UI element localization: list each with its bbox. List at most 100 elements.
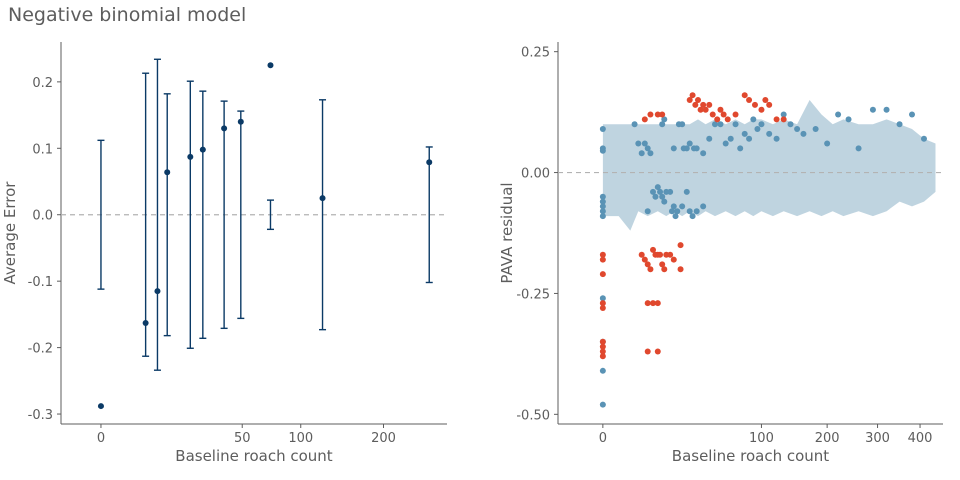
- residual-point-red-43: [717, 106, 724, 113]
- residual-point-teal-46: [727, 135, 734, 142]
- residual-point-teal-67: [896, 121, 903, 128]
- residual-point-teal-22: [657, 188, 664, 195]
- residual-point-teal-37: [683, 145, 690, 152]
- residual-point-red-17: [659, 261, 666, 268]
- residual-point-red-40: [706, 101, 713, 108]
- residual-point-teal-26: [667, 188, 674, 195]
- residual-point-red-9: [638, 251, 645, 258]
- residual-point-red-51: [762, 97, 769, 104]
- left-y-tick-label: 0.1: [32, 142, 53, 157]
- residual-point-teal-17: [647, 150, 654, 157]
- figure-title: Negative binomial model: [8, 4, 247, 26]
- left-error-bars: [97, 58, 433, 410]
- residual-point-red-5: [599, 338, 606, 345]
- residual-point-red-37: [697, 106, 704, 113]
- residual-point-teal-31: [659, 121, 666, 128]
- residual-point-teal-21: [654, 184, 661, 191]
- residual-point-teal-32: [661, 116, 668, 123]
- residual-point-red-42: [714, 116, 721, 123]
- residual-point-teal-19: [650, 188, 657, 195]
- left-y-tick-label: 0.0: [32, 209, 53, 224]
- residual-point-teal-49: [741, 130, 748, 137]
- residual-point-red-32: [659, 111, 666, 118]
- residual-point-teal-16: [644, 145, 651, 152]
- residual-point-teal-27: [668, 208, 675, 215]
- residual-point-red-47: [741, 92, 748, 99]
- residual-point-teal-33: [670, 145, 677, 152]
- average-error-point-3: [164, 169, 171, 176]
- residual-point-red-1: [599, 256, 606, 263]
- residual-point-red-24: [644, 300, 651, 307]
- residual-point-red-48: [746, 97, 753, 104]
- residual-point-teal-42: [706, 135, 713, 142]
- residual-point-teal-11: [599, 401, 606, 408]
- residual-point-teal-40: [693, 145, 700, 152]
- average-error-point-9: [319, 195, 326, 202]
- residual-point-teal-50: [746, 135, 753, 142]
- residual-point-red-12: [647, 266, 654, 273]
- left-x-axis-label: Baseline roach count: [175, 447, 333, 465]
- right-x-tick-label: 400: [908, 431, 933, 446]
- residual-point-red-34: [689, 92, 696, 99]
- residual-point-teal-52: [754, 126, 761, 133]
- residual-point-teal-45: [722, 140, 729, 147]
- residual-point-red-50: [758, 106, 765, 113]
- residual-point-red-13: [650, 246, 657, 253]
- residual-point-teal-58: [794, 126, 801, 133]
- residual-point-teal-10: [599, 367, 606, 374]
- residual-point-red-36: [695, 97, 702, 104]
- residual-point-teal-8: [599, 295, 606, 302]
- residual-point-red-53: [773, 116, 780, 123]
- left-y-tick-label: 0.2: [32, 76, 53, 91]
- left-axes: -0.3 -0.2 -0.1 0.0 0.1 0.2 0 50 100 200 Baseline r…: [1, 42, 447, 465]
- residual-point-teal-63: [845, 116, 852, 123]
- residual-point-red-18: [661, 266, 668, 273]
- average-error-point-4: [187, 153, 194, 160]
- residual-point-teal-28: [670, 203, 677, 210]
- residual-point-teal-44: [717, 121, 724, 128]
- residual-point-red-4: [599, 304, 606, 311]
- residual-point-teal-70: [679, 203, 686, 210]
- residual-point-red-41: [709, 111, 716, 118]
- residual-point-teal-13: [635, 140, 642, 147]
- residual-point-red-35: [692, 101, 699, 108]
- left-y-tick-label: -0.3: [28, 408, 53, 423]
- residual-point-red-44: [720, 111, 727, 118]
- residual-point-teal-55: [773, 135, 780, 142]
- residual-point-red-27: [644, 348, 651, 355]
- residual-point-teal-7: [599, 213, 606, 220]
- average-error-point-8: [267, 62, 274, 69]
- right-axes: -0.50 -0.25 0.00 0.25 0 100 200 300 400 Baseline …: [498, 42, 943, 465]
- residual-point-teal-29: [672, 213, 679, 220]
- residual-point-teal-57: [787, 121, 794, 128]
- residual-point-red-29: [641, 116, 648, 123]
- residual-point-red-0: [599, 251, 606, 258]
- left-x-tick-label: 100: [288, 431, 313, 446]
- residual-point-teal-68: [909, 111, 916, 118]
- residual-point-red-8: [599, 353, 606, 360]
- residual-point-red-20: [667, 251, 674, 258]
- residual-point-red-26: [654, 300, 661, 307]
- residual-point-teal-35: [679, 121, 686, 128]
- residual-point-red-6: [599, 343, 606, 350]
- left-x-tick-label: 200: [371, 431, 396, 446]
- residual-point-teal-48: [737, 145, 744, 152]
- residual-series-teal: [599, 106, 927, 408]
- residual-point-red-39: [702, 106, 709, 113]
- residual-point-red-10: [641, 256, 648, 263]
- residual-point-red-16: [657, 251, 664, 258]
- right-x-axis-label: Baseline roach count: [672, 447, 830, 465]
- average-error-point-2: [154, 288, 161, 295]
- residual-point-teal-47: [732, 121, 739, 128]
- right-y-tick-label: -0.25: [516, 287, 550, 302]
- left-y-axis-label: Average Error: [1, 181, 19, 285]
- residual-point-teal-66: [883, 106, 890, 113]
- right-y-tick-label: -0.50: [516, 408, 550, 423]
- average-error-point-10: [426, 159, 433, 166]
- residual-point-teal-73: [700, 203, 707, 210]
- residual-point-teal-38: [686, 140, 693, 147]
- residual-point-red-25: [650, 300, 657, 307]
- residual-point-teal-4: [599, 198, 606, 205]
- residual-point-teal-5: [599, 203, 606, 210]
